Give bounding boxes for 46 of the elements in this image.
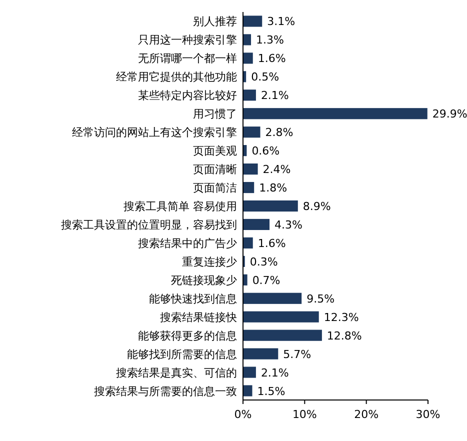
y-tick-label: 别人推荐 — [193, 15, 237, 28]
y-tick-label: 用习惯了 — [193, 108, 237, 121]
x-tick-label: 30% — [416, 408, 440, 421]
data-label: 2.4% — [262, 163, 291, 176]
y-tick-label: 搜索工具设置的位置明显，容易找到 — [61, 218, 237, 232]
y-tick-label: 重复连接少 — [182, 255, 237, 268]
y-tick-label: 经常用它提供的其他功能 — [116, 70, 237, 84]
y-tick-label: 某些特定内容比较好 — [138, 89, 237, 102]
y-tick-label: 页面美观 — [193, 144, 237, 158]
data-label: 0.6% — [252, 144, 280, 158]
data-label: 1.8% — [259, 182, 288, 195]
y-tick-label: 无所谓哪一个都一样 — [138, 52, 237, 66]
y-tick-label: 搜索结果中的广告少 — [138, 236, 237, 250]
y-tick-label: 页面清晰 — [193, 163, 237, 176]
data-label: 2.1% — [260, 89, 289, 102]
data-label: 4.3% — [274, 218, 302, 232]
data-label: 12.8% — [326, 329, 362, 342]
y-tick-label: 只用这一种搜索引擎 — [138, 34, 237, 47]
data-label: 1.3% — [256, 34, 284, 47]
x-tick-label: 0% — [234, 408, 252, 421]
data-label: 1.6% — [258, 236, 286, 250]
data-label: 12.3% — [324, 310, 359, 324]
y-tick-label: 搜索结果链接快 — [160, 310, 237, 324]
data-label: 9.5% — [306, 292, 335, 306]
x-tick-label: 10% — [292, 408, 317, 421]
data-label: 0.3% — [250, 255, 278, 268]
y-tick-label: 能够快速找到信息 — [149, 292, 237, 306]
y-tick-label: 死链接现象少 — [171, 274, 237, 287]
data-label: 1.6% — [258, 52, 286, 66]
data-label: 29.9% — [432, 108, 467, 121]
x-tick-label: 20% — [354, 408, 379, 421]
data-label: 0.7% — [252, 274, 280, 287]
data-label: 8.9% — [302, 200, 331, 213]
y-tick-label: 搜索工具简单 容易使用 — [124, 200, 237, 213]
y-tick-label: 页面简洁 — [193, 182, 237, 195]
data-label: 2.1% — [260, 366, 289, 380]
y-tick-label: 能够找到所需要的信息 — [127, 348, 237, 361]
data-label: 0.5% — [251, 70, 280, 84]
data-label: 5.7% — [283, 348, 312, 361]
data-label: 3.1% — [267, 15, 296, 28]
y-tick-label: 经常访问的网站上有这个搜索引擎 — [72, 126, 237, 140]
y-tick-label: 搜索结果与所需要的信息一致 — [94, 384, 237, 398]
data-label: 1.5% — [257, 384, 286, 398]
data-label: 2.8% — [265, 126, 294, 140]
y-tick-label: 搜索结果是真实、可信的 — [116, 366, 237, 380]
y-tick-label: 能够获得更多的信息 — [138, 329, 237, 342]
